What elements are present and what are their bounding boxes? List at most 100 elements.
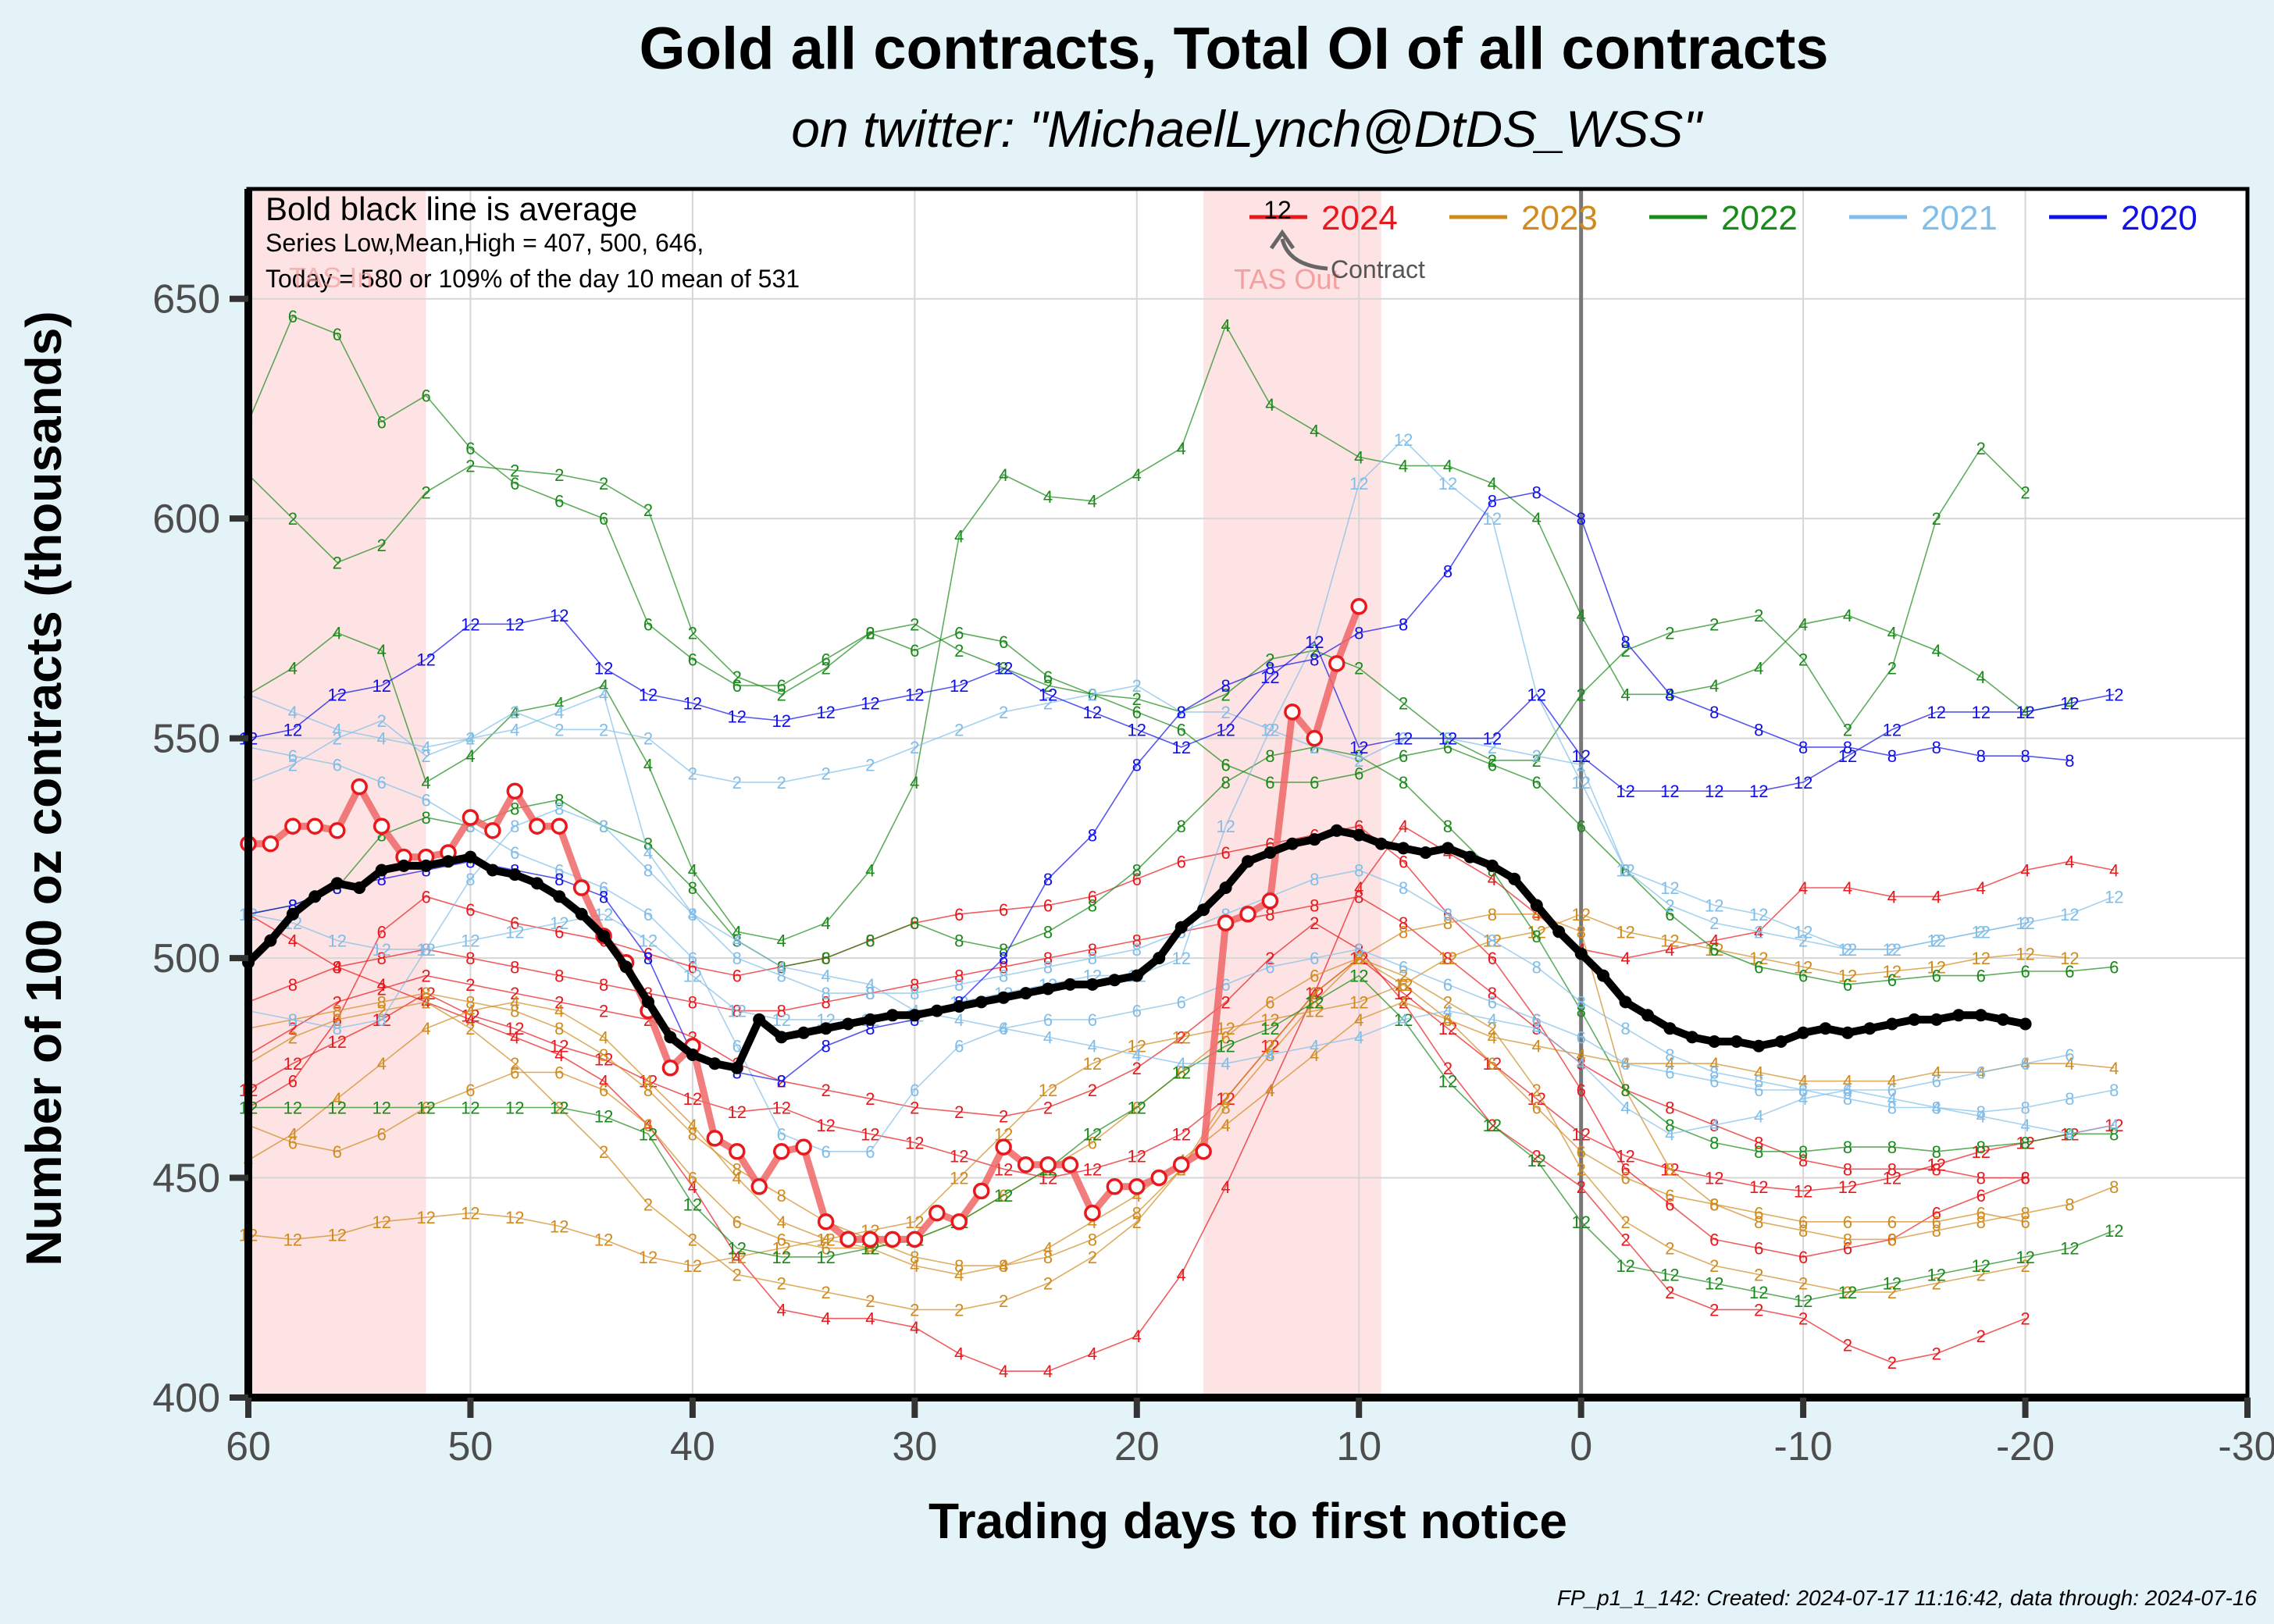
point-label-2023-8: 8 [1399, 922, 1408, 942]
point-label-2022-2: 2 [1132, 689, 1142, 709]
point-label-2024-4: 4 [1620, 949, 1630, 968]
series-2022-contract-2 [248, 447, 2026, 761]
average-point [1863, 1022, 1877, 1035]
average-point [442, 855, 454, 868]
point-label-2024-4: 4 [2065, 852, 2074, 871]
point-label-2021-6: 6 [643, 905, 653, 924]
point-label-2020-12: 12 [905, 685, 924, 704]
point-label-2022-8: 8 [1798, 1142, 1808, 1162]
current-2024-point [772, 1143, 790, 1160]
point-label-2023-12: 12 [283, 1230, 302, 1249]
series-2021-contract-2 [248, 685, 2026, 950]
point-label-2020-8: 8 [2065, 751, 2074, 771]
point-label-2023-4: 4 [377, 1054, 387, 1074]
point-label-2022-6: 6 [377, 412, 387, 432]
point-label-2021-6: 6 [2020, 1054, 2030, 1074]
point-label-2024-4: 4 [865, 1309, 875, 1329]
point-label-2021-8: 8 [1932, 1099, 1941, 1118]
point-label-2022-8: 8 [1443, 817, 1452, 836]
point-label-2022-4: 4 [1354, 447, 1363, 467]
point-label-2021-8: 8 [999, 967, 1008, 986]
series-2023-contract-2 [248, 957, 2026, 1311]
point-label-2022-2: 2 [643, 500, 653, 520]
point-label-2021-8: 8 [510, 817, 519, 836]
series-2021-contract-12 [248, 438, 2115, 1020]
average-point [1597, 969, 1610, 982]
point-label-2023-8: 8 [1754, 1213, 1763, 1232]
point-label-2022-6: 6 [421, 386, 430, 406]
point-label-2022-6: 6 [1577, 817, 1586, 836]
point-label-2021-8: 8 [865, 984, 875, 1003]
x-tick-label-50: 50 [448, 1424, 494, 1469]
point-label-2021-8: 8 [910, 984, 919, 1003]
current-2024-point [1106, 1178, 1124, 1195]
point-label-2024-6: 6 [1976, 1186, 1986, 1206]
x-tick-label--30: -30 [2218, 1424, 2274, 1469]
point-label-2024-2: 2 [999, 1107, 1008, 1127]
point-label-2020-12: 12 [1305, 632, 1324, 652]
point-label-2022-8: 8 [1754, 1142, 1763, 1162]
current-2024-point [1084, 1204, 1101, 1222]
point-label-2023-12: 12 [1571, 905, 1590, 924]
average-point [1042, 982, 1054, 995]
point-label-2023-6: 6 [688, 1169, 697, 1188]
point-label-2021-6: 6 [1088, 1010, 1097, 1030]
point-label-2021-8: 8 [2065, 1089, 2074, 1109]
point-label-2020-8: 8 [1932, 738, 1941, 757]
point-label-2023-4: 4 [2065, 1054, 2074, 1074]
point-label-2022-4: 4 [554, 694, 564, 714]
point-label-2022-12: 12 [1483, 1116, 1502, 1135]
point-label-2021-6: 6 [1443, 975, 1452, 995]
point-label-2022-12: 12 [2105, 1221, 2123, 1241]
average-point [797, 1026, 811, 1039]
point-label-2022-2: 2 [554, 465, 564, 485]
average-point [1397, 842, 1410, 855]
point-label-2021-12: 12 [2105, 887, 2123, 906]
point-label-2023-4: 4 [1354, 1010, 1363, 1030]
average-point [1308, 833, 1321, 846]
point-label-2024-12: 12 [1616, 1146, 1634, 1166]
point-label-2021-4: 4 [821, 967, 830, 986]
point-label-2021-6: 6 [1620, 1054, 1630, 1074]
point-label-2023-8: 8 [1976, 1213, 1986, 1232]
point-label-2021-6: 6 [1354, 940, 1363, 960]
point-label-2022-12: 12 [1438, 1072, 1457, 1092]
point-label-2021-12: 12 [1349, 474, 1368, 493]
point-label-2022-12: 12 [1660, 1265, 1679, 1284]
point-label-2023-4: 4 [1843, 1072, 1852, 1092]
point-label-2024-4: 4 [1177, 1265, 1186, 1284]
current-2024-point [1039, 1156, 1057, 1173]
point-label-2021-8: 8 [1709, 1063, 1719, 1082]
point-label-2024-4: 4 [688, 1177, 697, 1197]
point-label-2022-8: 8 [1088, 896, 1097, 916]
point-label-2021-4: 4 [1798, 1089, 1808, 1109]
legend-label-2022: 2022 [1721, 199, 1798, 237]
average-point [975, 995, 988, 1009]
chart-title: Gold all contracts, Total OI of all cont… [639, 16, 1828, 82]
point-label-2022-2: 2 [1221, 685, 1230, 704]
point-label-2021-6: 6 [1043, 1010, 1053, 1030]
point-label-2021-2: 2 [1976, 922, 1986, 942]
average-point [1419, 846, 1432, 859]
average-point [1930, 1013, 1943, 1026]
point-label-2022-2: 2 [288, 509, 298, 529]
point-label-2024-12: 12 [816, 1116, 835, 1135]
series-2022-contract-6 [248, 315, 2115, 985]
average-point [686, 1048, 699, 1061]
point-label-2022-12: 12 [1216, 1037, 1235, 1056]
point-label-2023-8: 8 [1665, 1159, 1674, 1179]
point-label-2021-8: 8 [821, 984, 830, 1003]
point-label-2023-4: 4 [1043, 1239, 1053, 1259]
point-label-2021-2: 2 [1709, 914, 1719, 933]
point-label-2021-6: 6 [1577, 1027, 1586, 1047]
contract-series: 12 12 12 12 12 12 12 12 12 12 12 12 12 12 12 12 12 12 12 12… [239, 307, 2124, 1381]
point-label-2020-8: 8 [1665, 685, 1674, 704]
point-label-2020-8: 8 [1798, 738, 1808, 757]
point-label-2022-4: 4 [1043, 487, 1053, 507]
point-label-2020-12: 12 [639, 685, 658, 704]
point-label-2023-4: 4 [1754, 1063, 1763, 1082]
point-label-2021-6: 6 [954, 1037, 964, 1056]
point-label-2022-8: 8 [821, 949, 830, 968]
point-label-2023-12: 12 [1927, 957, 1946, 977]
point-label-2022-8: 8 [421, 808, 430, 828]
